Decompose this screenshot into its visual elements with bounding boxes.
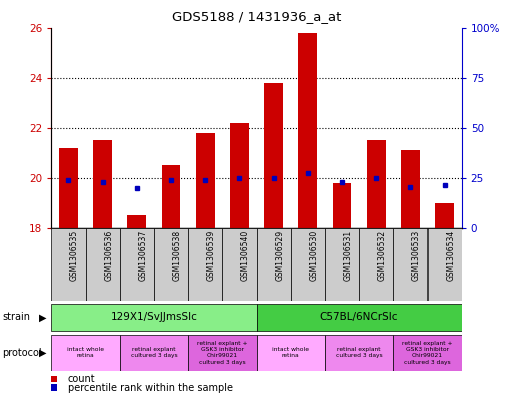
- Text: intact whole
retina: intact whole retina: [272, 347, 309, 358]
- Bar: [93, 140, 112, 228]
- Text: count: count: [68, 374, 95, 384]
- Text: retinal explant +
GSK3 inhibitor
Chir99021
cultured 3 days: retinal explant + GSK3 inhibitor Chir990…: [197, 341, 248, 365]
- Text: GDS5188 / 1431936_a_at: GDS5188 / 1431936_a_at: [172, 10, 341, 23]
- Text: GSM1306535: GSM1306535: [70, 230, 79, 281]
- Bar: [51, 335, 120, 371]
- Text: retinal explant
cultured 3 days: retinal explant cultured 3 days: [336, 347, 382, 358]
- Text: GSM1306536: GSM1306536: [104, 230, 113, 281]
- Bar: [120, 335, 188, 371]
- Bar: [367, 140, 386, 228]
- Bar: [256, 228, 291, 301]
- Text: GSM1306538: GSM1306538: [173, 230, 182, 281]
- Bar: [230, 123, 249, 228]
- Bar: [127, 215, 146, 228]
- Bar: [359, 228, 393, 301]
- Bar: [393, 228, 427, 301]
- Bar: [162, 165, 181, 228]
- Bar: [325, 228, 359, 301]
- Bar: [51, 228, 86, 301]
- Text: ▶: ▶: [38, 312, 46, 322]
- Text: percentile rank within the sample: percentile rank within the sample: [68, 382, 233, 393]
- Text: C57BL/6NCrSlc: C57BL/6NCrSlc: [320, 312, 399, 322]
- Bar: [51, 304, 256, 331]
- Bar: [291, 228, 325, 301]
- Bar: [299, 33, 317, 228]
- Text: GSM1306532: GSM1306532: [378, 230, 387, 281]
- Text: strain: strain: [3, 312, 31, 322]
- Text: GSM1306537: GSM1306537: [139, 230, 148, 281]
- Text: GSM1306531: GSM1306531: [344, 230, 353, 281]
- Bar: [427, 228, 462, 301]
- Bar: [256, 304, 462, 331]
- Bar: [401, 150, 420, 228]
- Text: GSM1306534: GSM1306534: [446, 230, 456, 281]
- Bar: [59, 148, 78, 228]
- Bar: [222, 228, 256, 301]
- Text: intact whole
retina: intact whole retina: [67, 347, 104, 358]
- Bar: [196, 133, 214, 228]
- Text: ▶: ▶: [38, 348, 46, 358]
- Bar: [120, 228, 154, 301]
- Text: retinal explant +
GSK3 inhibitor
Chir99021
cultured 3 days: retinal explant + GSK3 inhibitor Chir990…: [402, 341, 453, 365]
- Bar: [435, 203, 454, 228]
- Text: 129X1/SvJJmsSlc: 129X1/SvJJmsSlc: [110, 312, 198, 322]
- Text: GSM1306529: GSM1306529: [275, 230, 284, 281]
- Bar: [264, 83, 283, 228]
- Text: GSM1306539: GSM1306539: [207, 230, 216, 281]
- Text: retinal explant
cultured 3 days: retinal explant cultured 3 days: [131, 347, 177, 358]
- Bar: [188, 335, 256, 371]
- Bar: [154, 228, 188, 301]
- Bar: [393, 335, 462, 371]
- Text: GSM1306530: GSM1306530: [309, 230, 319, 281]
- Bar: [188, 228, 222, 301]
- Bar: [325, 335, 393, 371]
- Text: GSM1306533: GSM1306533: [412, 230, 421, 281]
- Bar: [86, 228, 120, 301]
- Text: GSM1306540: GSM1306540: [241, 230, 250, 281]
- Bar: [332, 183, 351, 228]
- Bar: [256, 335, 325, 371]
- Text: protocol: protocol: [3, 348, 42, 358]
